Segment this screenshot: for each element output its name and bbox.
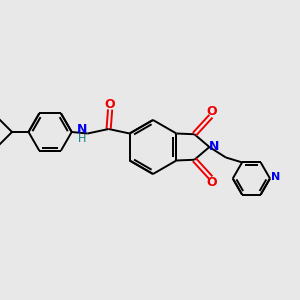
Text: H: H (77, 134, 86, 144)
Text: N: N (208, 140, 219, 153)
Text: N: N (271, 172, 280, 182)
Text: N: N (76, 123, 87, 136)
Text: O: O (207, 105, 218, 118)
Text: O: O (105, 98, 116, 111)
Text: O: O (207, 176, 218, 189)
